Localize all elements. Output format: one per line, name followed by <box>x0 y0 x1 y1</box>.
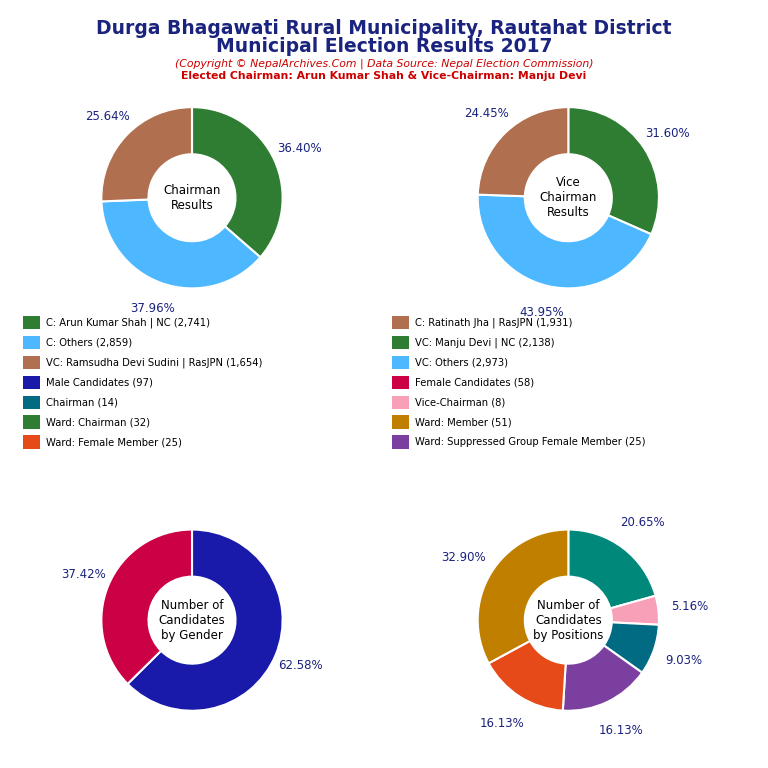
Wedge shape <box>568 107 659 234</box>
Wedge shape <box>192 107 283 257</box>
Text: 20.65%: 20.65% <box>620 516 664 529</box>
Text: VC: Manju Devi | NC (2,138): VC: Manju Devi | NC (2,138) <box>415 337 554 348</box>
Text: Ward: Member (51): Ward: Member (51) <box>415 417 511 428</box>
Wedge shape <box>101 530 192 684</box>
Wedge shape <box>563 645 642 710</box>
Text: 62.58%: 62.58% <box>279 659 323 672</box>
Wedge shape <box>604 622 659 673</box>
Text: 24.45%: 24.45% <box>464 107 509 120</box>
Text: Female Candidates (58): Female Candidates (58) <box>415 377 534 388</box>
Text: 16.13%: 16.13% <box>480 717 525 730</box>
Text: 16.13%: 16.13% <box>599 724 644 737</box>
Text: 25.64%: 25.64% <box>84 110 130 123</box>
Wedge shape <box>611 596 659 625</box>
Text: VC: Others (2,973): VC: Others (2,973) <box>415 357 508 368</box>
Text: 32.90%: 32.90% <box>441 551 485 564</box>
Wedge shape <box>478 530 568 664</box>
Wedge shape <box>478 194 651 288</box>
Wedge shape <box>101 200 260 288</box>
Text: 37.42%: 37.42% <box>61 568 106 581</box>
Text: 5.16%: 5.16% <box>671 600 709 613</box>
Wedge shape <box>478 107 568 197</box>
Text: Number of
Candidates
by Positions: Number of Candidates by Positions <box>533 599 604 641</box>
Text: Municipal Election Results 2017: Municipal Election Results 2017 <box>216 37 552 56</box>
Text: Elected Chairman: Arun Kumar Shah & Vice-Chairman: Manju Devi: Elected Chairman: Arun Kumar Shah & Vice… <box>181 71 587 81</box>
Wedge shape <box>101 107 192 201</box>
Text: Ward: Chairman (32): Ward: Chairman (32) <box>46 417 150 428</box>
Text: C: Arun Kumar Shah | NC (2,741): C: Arun Kumar Shah | NC (2,741) <box>46 317 210 328</box>
Wedge shape <box>568 530 656 608</box>
Text: 31.60%: 31.60% <box>644 127 690 140</box>
Text: (Copyright © NepalArchives.Com | Data Source: Nepal Election Commission): (Copyright © NepalArchives.Com | Data So… <box>175 58 593 69</box>
Text: Durga Bhagawati Rural Municipality, Rautahat District: Durga Bhagawati Rural Municipality, Raut… <box>96 19 672 38</box>
Text: Number of
Candidates
by Gender: Number of Candidates by Gender <box>159 599 225 641</box>
Text: Ward: Female Member (25): Ward: Female Member (25) <box>46 437 182 448</box>
Text: Vice-Chairman (8): Vice-Chairman (8) <box>415 397 505 408</box>
Text: C: Ratinath Jha | RasJPN (1,931): C: Ratinath Jha | RasJPN (1,931) <box>415 317 572 328</box>
Text: 43.95%: 43.95% <box>520 306 564 319</box>
Text: 37.96%: 37.96% <box>131 303 175 316</box>
Text: Male Candidates (97): Male Candidates (97) <box>46 377 153 388</box>
Text: Vice
Chairman
Results: Vice Chairman Results <box>540 177 597 219</box>
Wedge shape <box>488 641 566 710</box>
Text: Chairman (14): Chairman (14) <box>46 397 118 408</box>
Text: Chairman
Results: Chairman Results <box>164 184 220 212</box>
Text: C: Others (2,859): C: Others (2,859) <box>46 337 132 348</box>
Text: Ward: Suppressed Group Female Member (25): Ward: Suppressed Group Female Member (25… <box>415 437 645 448</box>
Wedge shape <box>127 530 283 710</box>
Text: 9.03%: 9.03% <box>665 654 703 667</box>
Text: VC: Ramsudha Devi Sudini | RasJPN (1,654): VC: Ramsudha Devi Sudini | RasJPN (1,654… <box>46 357 263 368</box>
Text: 36.40%: 36.40% <box>277 142 322 155</box>
